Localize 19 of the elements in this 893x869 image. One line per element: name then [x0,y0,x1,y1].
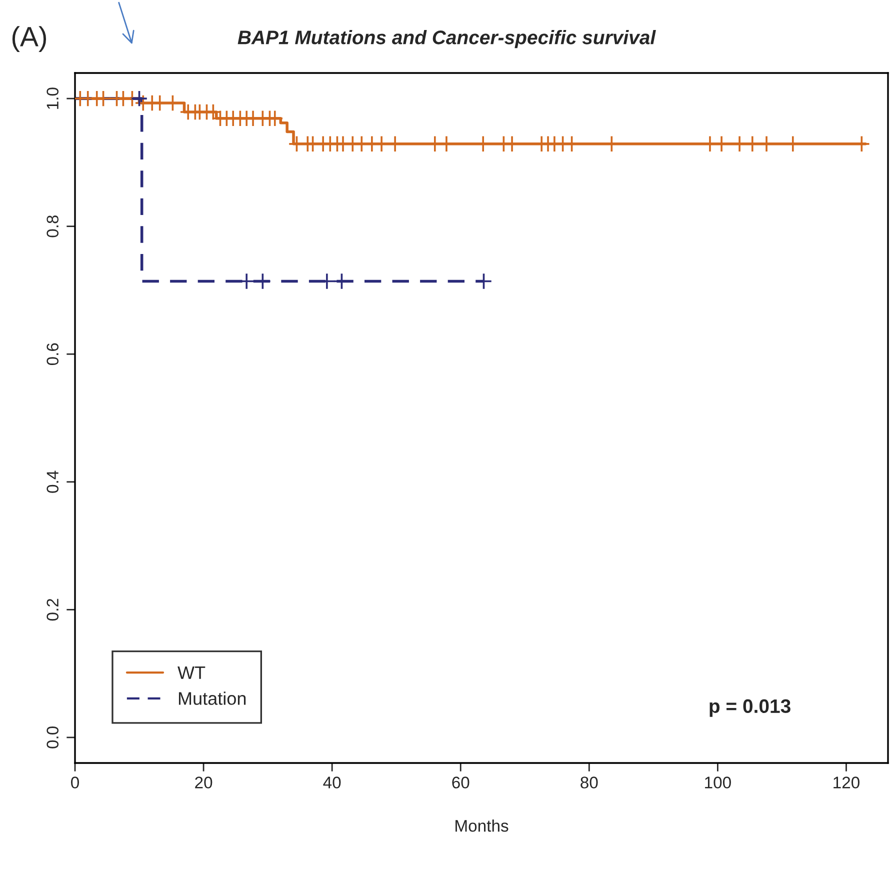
text: (A) [12,26,46,52]
x-axis-title: Months [456,820,508,832]
y-tick-label: 0.2 [46,598,59,621]
x-tick-label: 40 [323,776,341,788]
x-tick-label: 60 [452,776,470,788]
y-tick-label: 0.4 [46,470,59,493]
x-tick-label: 0 [71,776,79,788]
legend-label: WT [178,666,206,679]
legend-label: Mutation [178,692,246,705]
x-tick-label: 20 [195,776,212,788]
annotation: p = 0.013 [710,699,790,717]
y-tick-label: 0.6 [46,343,59,366]
chart-title: BAP1 Mutations and Cancer-specific survival [238,30,656,48]
x-tick-label: 120 [834,776,860,788]
y-tick-label: 0.0 [46,726,59,748]
x-tick-label: 80 [580,776,598,788]
x-tick-label: 100 [705,776,731,788]
y-tick-label: 1.0 [46,88,59,109]
y-tick-label: 0.8 [46,215,59,238]
